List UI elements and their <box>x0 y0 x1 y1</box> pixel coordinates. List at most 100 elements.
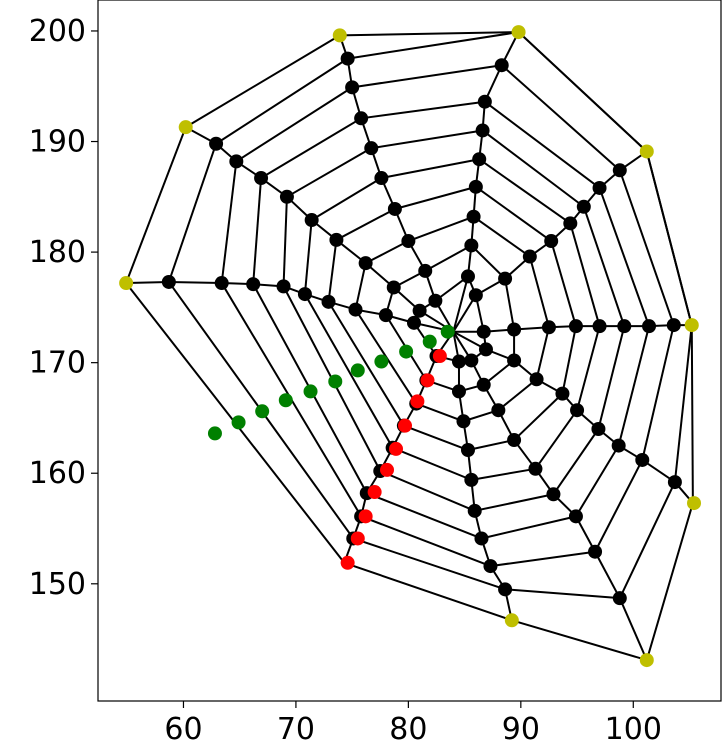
yellow-point <box>332 28 347 43</box>
ring-line <box>618 169 675 326</box>
ring-line <box>467 439 515 451</box>
black-point <box>460 443 475 458</box>
black-point <box>477 94 492 109</box>
ring-line <box>379 470 476 512</box>
web-points <box>119 25 702 668</box>
ring-line <box>167 143 218 283</box>
ring-line <box>617 325 650 446</box>
red-point <box>410 394 425 409</box>
black-point <box>354 111 369 126</box>
ring-line <box>504 278 516 330</box>
ring-line <box>470 244 506 280</box>
black-point <box>529 372 544 387</box>
ring-line <box>641 324 675 461</box>
x-tick-label: 80 <box>389 712 427 747</box>
red-point <box>398 418 413 433</box>
black-point <box>498 271 513 286</box>
ring-line <box>392 446 472 481</box>
black-point <box>418 263 433 278</box>
ring-line <box>513 392 564 441</box>
black-point <box>472 152 487 167</box>
x-tick-label: 70 <box>277 712 315 747</box>
black-point <box>475 123 490 138</box>
ring-line <box>690 325 694 504</box>
black-point <box>591 422 606 437</box>
black-point <box>464 353 479 368</box>
black-point <box>507 353 522 368</box>
black-point <box>246 277 261 292</box>
black-point <box>476 324 491 339</box>
ring-line <box>311 177 382 221</box>
black-point <box>528 461 543 476</box>
ring-line <box>303 219 313 295</box>
ring-line <box>394 185 477 210</box>
black-point <box>279 189 294 204</box>
black-point <box>546 487 561 502</box>
black-point <box>345 80 360 95</box>
black-point <box>667 475 682 490</box>
black-point <box>209 136 224 151</box>
black-point <box>563 216 578 231</box>
green-point <box>207 426 222 441</box>
black-point <box>592 180 607 195</box>
yellow-point <box>639 144 654 159</box>
black-point <box>611 438 626 453</box>
ring-line <box>365 240 409 265</box>
black-point <box>467 503 482 518</box>
spoke-line <box>594 551 621 599</box>
black-point <box>386 280 401 295</box>
ring-line <box>220 161 238 284</box>
black-point <box>568 319 583 334</box>
ring-line <box>569 223 601 327</box>
ring-line <box>125 126 187 284</box>
ring-line <box>339 31 519 37</box>
black-point <box>635 452 650 467</box>
black-point <box>544 234 559 249</box>
ring-line <box>366 492 482 540</box>
ring-line <box>473 215 531 258</box>
ring-line <box>478 158 571 225</box>
black-point <box>340 51 355 66</box>
black-point <box>555 386 570 401</box>
black-point <box>498 582 513 597</box>
y-tick-label: 160 <box>29 456 86 491</box>
black-point <box>254 171 269 186</box>
green-point <box>350 363 365 378</box>
ring-line <box>594 459 644 553</box>
y-tick-label: 170 <box>29 346 86 381</box>
red-point <box>420 373 435 388</box>
black-point <box>348 302 363 317</box>
yellow-point <box>119 276 134 291</box>
black-point <box>476 377 491 392</box>
green-point <box>422 334 437 349</box>
black-point <box>617 319 632 334</box>
black-point <box>522 249 537 264</box>
black-point <box>304 213 319 228</box>
x-tick-label: 90 <box>502 712 540 747</box>
black-point <box>401 234 416 249</box>
yellow-point <box>504 613 519 628</box>
black-point <box>507 322 522 337</box>
black-point <box>297 287 312 302</box>
black-point <box>412 303 427 318</box>
ring-line <box>575 445 620 517</box>
spoke-line <box>126 280 169 285</box>
green-point <box>231 415 246 430</box>
x-axis-ticks: 60 70 80 90 100 <box>164 701 662 747</box>
ring-line <box>534 409 578 470</box>
ring-line <box>403 424 469 451</box>
ring-line <box>361 100 485 120</box>
x-tick-label: 100 <box>605 712 662 747</box>
ring-line <box>352 64 502 89</box>
green-point <box>303 384 318 399</box>
ring-line <box>215 57 349 145</box>
ring-line <box>354 262 367 310</box>
ring-line <box>424 244 472 272</box>
ring-line <box>517 31 648 153</box>
ring-line <box>408 215 474 242</box>
ring-line <box>597 325 626 430</box>
black-point <box>474 531 489 546</box>
ring-line <box>474 493 554 512</box>
black-point <box>483 559 498 574</box>
green-point <box>374 354 389 369</box>
